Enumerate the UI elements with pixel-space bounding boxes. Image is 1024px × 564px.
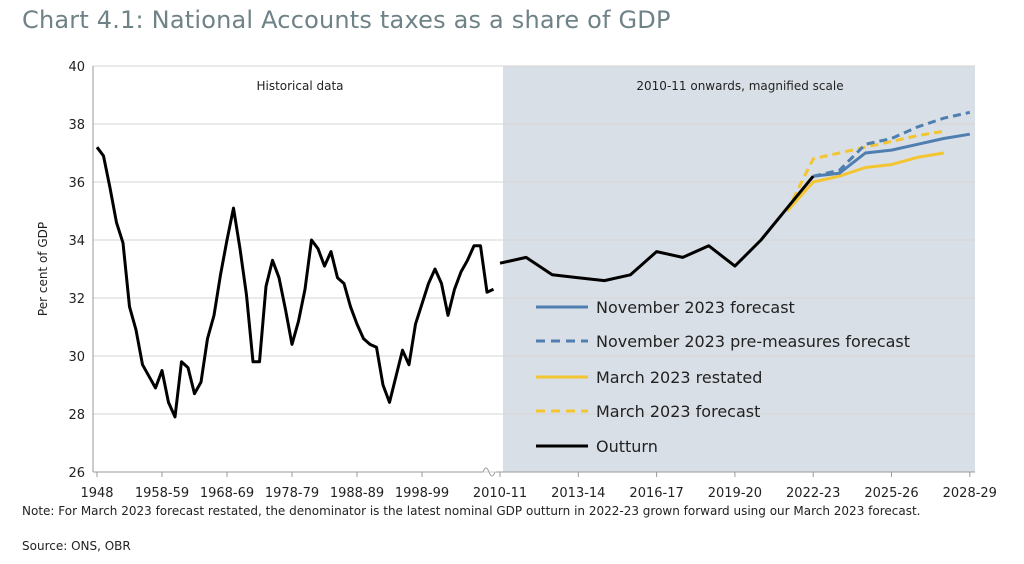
x-tick-label: 2010-11 (473, 486, 527, 501)
x-tick-label: 2019-20 (708, 486, 762, 501)
chart-source: Source: ONS, OBR (22, 539, 131, 553)
series-line-november-2023-forecast (813, 132, 971, 178)
chart-title: Chart 4.1: National Accounts taxes as a … (22, 6, 671, 34)
chart-note: Note: For March 2023 forecast restated, … (22, 504, 921, 518)
y-tick-label: 30 (68, 350, 85, 365)
x-tick-label: 2025-26 (864, 486, 918, 501)
y-tick-label: 32 (68, 292, 85, 307)
x-tick-label: 2028-29 (943, 486, 997, 501)
x-tick-label: 2016-17 (629, 486, 683, 501)
y-axis-label: Per cent of GDP (36, 222, 50, 316)
panel-labels: Historical data 2010-11 onwards, magnifie… (256, 79, 843, 93)
axis-break-icon (482, 467, 496, 477)
chart-canvas: 26 28 30 32 34 36 38 40 Per cent of GDP 1948 195… (36, 60, 997, 501)
series-lines (95, 110, 971, 419)
series-line-november-2023-pre-measures-forecast (812, 110, 971, 178)
x-tick-label: 1958-59 (135, 486, 189, 501)
x-tick-label: 1998-99 (395, 486, 449, 501)
x-tick-label: 2013-14 (551, 486, 605, 501)
series-line-march-2023-restated (785, 151, 944, 213)
series-line-outturn (499, 175, 815, 283)
legend-label: March 2023 forecast (596, 402, 760, 421)
series-line-march-2023-forecast (785, 129, 944, 212)
x-tick-label: 1968-69 (200, 486, 254, 501)
x-tick-label: 1948 (80, 486, 113, 501)
y-axis: 26 28 30 32 34 36 38 40 (68, 60, 94, 481)
y-tick-label: 40 (68, 60, 85, 75)
y-tick-label: 34 (68, 234, 85, 249)
historical-panel-label: Historical data (256, 79, 343, 93)
y-tick-label: 26 (68, 466, 85, 481)
x-tick-label: 1978-79 (265, 486, 319, 501)
y-tick-label: 38 (68, 118, 85, 133)
legend-label: Outturn (596, 437, 658, 456)
legend: November 2023 forecast November 2023 pre-… (536, 298, 910, 456)
magnified-panel-background (503, 66, 975, 472)
magnified-panel-label: 2010-11 onwards, magnified scale (636, 79, 843, 93)
y-tick-label: 36 (68, 176, 85, 191)
x-tick-label: 2022-23 (786, 486, 840, 501)
legend-label: November 2023 forecast (596, 298, 795, 317)
y-tick-label: 28 (68, 408, 85, 423)
x-axis: 1948 1958-59 1968-69 1978-79 1988-89 1998-99 2… (80, 467, 997, 501)
x-tick-label: 1988-89 (330, 486, 384, 501)
legend-label: March 2023 restated (596, 368, 762, 387)
historical-outturn-line (95, 146, 495, 419)
legend-label: November 2023 pre-measures forecast (596, 332, 910, 351)
